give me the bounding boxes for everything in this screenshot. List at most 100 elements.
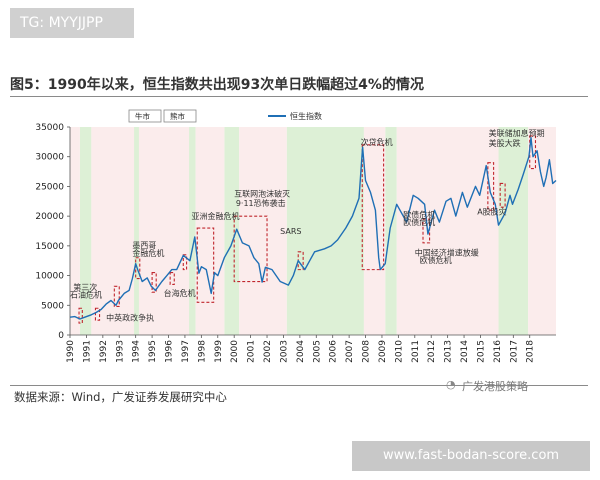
data-source: 数据来源：Wind，广发证券发展研究中心 [14,390,227,404]
bear-band-5 [363,127,386,335]
x-tick-label-24: 2014 [460,340,470,363]
x-tick-label-4: 1994 [132,340,142,363]
annotation-13: 中国经济增速放缓 [415,247,479,257]
x-tick-label-11: 2001 [247,340,257,363]
annotation-8: 9·11恐怖袭击 [236,198,286,208]
chart: 牛市 熊市 恒生指数 0 5000 10000 15000 20000 25000 3000… [35,109,557,363]
crash-box-5 [169,272,175,286]
overlay-tag: TG: MYYJJPP [10,8,134,38]
crash-box-13 [499,182,506,208]
y-tick-label-5: 25000 [35,182,64,192]
bull-band-4 [286,127,364,335]
series-layer [69,137,557,320]
bull-band-0 [79,127,92,335]
x-tick-label-21: 2011 [411,340,421,363]
annotation-3: 墨西哥 [132,241,156,250]
bear-band-2 [138,127,190,335]
annotation-2: 中英政改争执 [106,313,154,323]
x-tick-label-19: 2009 [378,340,388,363]
y-tick-label-6: 30000 [35,153,64,163]
x-tick-label-14: 2004 [296,340,306,363]
x-tick-label-2: 1992 [99,340,109,363]
x-tick-label-8: 1998 [197,340,207,363]
crash-box-8 [233,215,268,283]
y-tick-label-7: 35000 [35,123,64,133]
bear-band-0 [70,127,80,335]
x-tick-label-0: 1990 [66,340,76,363]
footer-divider [10,385,588,386]
crash-box-4 [151,272,157,293]
annotation-1: 石油危机 [70,290,102,300]
x-tick-label-7: 1997 [181,340,191,363]
bull-band-3 [224,127,240,335]
bull-band-5 [385,127,397,335]
bull-band-6 [498,127,529,335]
annotation-12: 欧债危机 [403,217,435,227]
x-tick-label-6: 1996 [165,340,175,363]
title-divider [10,96,588,97]
crash-box-0 [78,307,83,324]
legend: 牛市 熊市 恒生指数 [128,109,322,123]
legend-box-bull [128,109,162,123]
annotation-0: 第三次 [73,282,97,292]
x-tick-label-10: 2000 [230,340,240,363]
annotation-11: 欧债危机 [403,209,435,219]
bull-band-1 [134,127,139,335]
x-tick-label-28: 2018 [526,340,536,363]
legend-bear: 熊市 [170,111,185,121]
annotation-6: 亚洲金融危机 [192,211,240,221]
annotation-15: A股股灾 [477,206,506,216]
y-tick-label-3: 15000 [35,242,64,252]
crash-box-10 [361,144,385,271]
bull-band-2 [189,127,196,335]
crash-box-3 [135,257,141,280]
bear-band-3 [195,127,225,335]
x-tick-label-17: 2007 [345,340,355,363]
x-tick-label-15: 2005 [312,340,322,363]
legend-bull: 牛市 [135,111,150,121]
x-tick-label-3: 1993 [115,340,125,363]
annotation-9: SARS [280,227,301,236]
market-bands [70,127,556,335]
x-tick-label-23: 2013 [444,340,454,363]
watermark-text: 广发港股策略 [462,380,528,393]
x-tick-label-16: 2006 [329,340,339,363]
legend-series-label: 恒生指数 [290,111,322,121]
x-tick-label-1: 1991 [82,340,92,363]
y-tick-label-4: 20000 [35,212,64,222]
crash-box-1 [94,307,101,321]
series-line-0 [69,137,557,320]
x-tick-label-22: 2012 [427,340,437,363]
x-tick-label-18: 2008 [362,340,372,363]
crash-box-12 [487,162,495,211]
annotation-16: 美联储加息预期 [489,128,545,138]
bear-band-4 [239,127,287,335]
figure-title: 图5：1990年以来，恒生指数共出现93次单日跌幅超过4%的情况 [10,77,424,93]
x-tick-label-13: 2003 [279,340,289,363]
crash-box-6 [182,254,188,271]
axes: 0 5000 10000 15000 20000 25000 30000 35000 1990 1… [35,123,556,363]
bear-band-7 [528,127,556,335]
x-tick-label-5: 1995 [148,340,158,363]
annotation-14: 欧债危机 [420,255,452,265]
x-tick-label-20: 2010 [394,340,404,363]
watermark-icon: ◔ [446,378,456,391]
crash-box-2 [113,285,120,308]
annotation-7: 互联网泡沫破灭 [234,189,290,199]
annotation-10: 次贷危机 [361,137,393,147]
y-tick-label-0: 0 [58,331,64,341]
annotation-17: 美股大跌 [489,138,521,148]
bear-band-6 [396,127,499,335]
x-tick-label-9: 1999 [214,340,224,363]
x-tick-label-26: 2016 [493,340,503,363]
annotation-4: 金融危机 [132,248,164,258]
y-tick-label-2: 10000 [35,272,64,282]
overlay-url: www.fast-bodan-score.com [352,441,590,471]
x-tick-label-27: 2017 [509,340,519,363]
y-tick-label-1: 5000 [41,301,64,311]
annotation-5: 台海危机 [164,288,196,298]
bear-band-1 [91,127,135,335]
x-tick-label-12: 2002 [263,340,273,363]
x-tick-label-25: 2015 [476,340,486,363]
